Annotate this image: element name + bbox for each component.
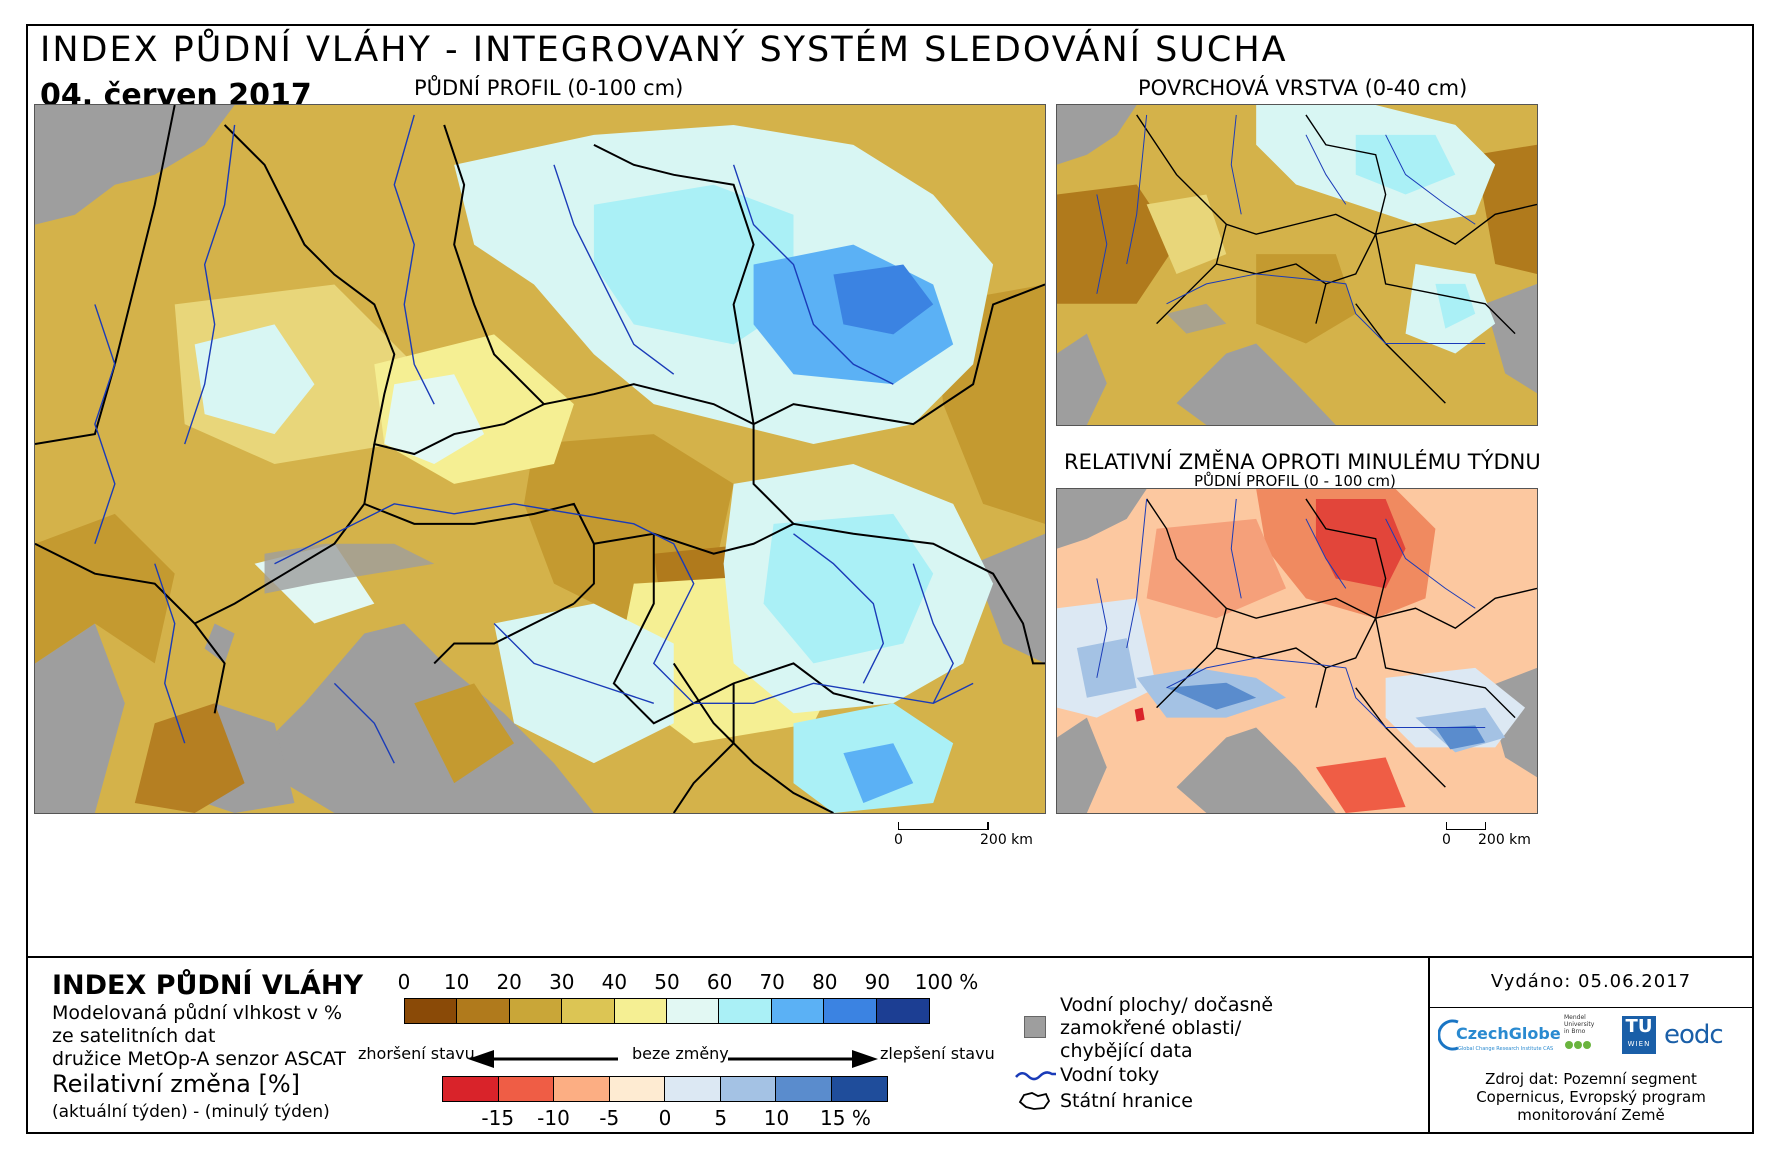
change-ticks-label-1: -10 bbox=[537, 1106, 570, 1130]
surface-map-label: POVRCHOVÁ VRSTVA (0-40 cm) bbox=[1138, 76, 1468, 100]
surface-layer-map bbox=[1056, 104, 1538, 426]
mendel-logo-line-1: Mendel bbox=[1564, 1014, 1586, 1021]
moist-ticks-label-5: 50 bbox=[654, 970, 680, 994]
border-outline-icon bbox=[1018, 1092, 1051, 1110]
figure-frame: INDEX PŮDNÍ VLÁHY - INTEGROVANÝ SYSTÉM S… bbox=[26, 24, 1754, 1134]
legend-change-title: Reilativní změna [%] bbox=[52, 1070, 301, 1098]
change-ticks-label-4: 5 bbox=[714, 1106, 728, 1130]
moist-ticks-label-2: 20 bbox=[496, 970, 522, 994]
water-bodies-line-3: chybějící data bbox=[1060, 1040, 1193, 1062]
change-map-sublabel: PŮDNÍ PROFIL (0 - 100 cm) bbox=[1194, 472, 1396, 490]
change-map-label: RELATIVNÍ ZMĚNA OPROTI MINULÉMU TÝDNU bbox=[1064, 450, 1541, 474]
moist-ticks-label-6: 60 bbox=[706, 970, 733, 994]
mendel-logo-line-2: University bbox=[1564, 1021, 1595, 1028]
moist-ticks-label-1: 10 bbox=[443, 970, 470, 994]
data-source-line-2: Copernicus, Evropský program bbox=[1476, 1088, 1706, 1106]
change-ticks-label-0: -15 bbox=[481, 1106, 515, 1130]
water-bodies-swatch bbox=[1024, 1016, 1046, 1038]
mendel-logo-icon bbox=[1565, 1041, 1591, 1049]
moist-bar-cell-1 bbox=[457, 999, 510, 1023]
arrow-nochange-label: beze změny bbox=[632, 1044, 729, 1063]
data-source-line-3: monitorování Země bbox=[1517, 1106, 1665, 1124]
info-panel: Vydáno: 05.06.2017 CzechGlobe Global Cha… bbox=[1428, 958, 1752, 1134]
tu-wien-logo-top: TU bbox=[1625, 1016, 1653, 1037]
moist-ticks-label-4: 40 bbox=[601, 970, 628, 994]
rivers-label: Vodní toky bbox=[1060, 1064, 1160, 1086]
water-bodies-line-2: zamokřené oblasti/ bbox=[1060, 1017, 1242, 1039]
moist-bar-cell-2 bbox=[509, 999, 563, 1023]
change-bar-cell-6 bbox=[776, 1077, 832, 1101]
tu-wien-logo: TU WIEN bbox=[1622, 1016, 1656, 1054]
change-scalebar-start: 0 bbox=[1442, 832, 1451, 848]
main-title: INDEX PŮDNÍ VLÁHY - INTEGROVANÝ SYSTÉM S… bbox=[40, 30, 1288, 70]
moist-bar-cell-9 bbox=[876, 999, 930, 1023]
moisture-colorbar bbox=[404, 998, 930, 1024]
main-map-label: PŮDNÍ PROFIL (0-100 cm) bbox=[414, 76, 684, 100]
mendel-logo-line-3: in Brno bbox=[1564, 1028, 1586, 1035]
change-ticks-label-3: 0 bbox=[658, 1106, 672, 1130]
moist-ticks-label-7: 70 bbox=[759, 970, 785, 994]
moist-bar-cell-7 bbox=[771, 999, 825, 1023]
main-scalebar-start: 0 bbox=[894, 832, 903, 848]
relative-change-map bbox=[1056, 488, 1538, 814]
moist-bar-cell-8 bbox=[824, 999, 877, 1023]
legend-desc-3: družice MetOp-A senzor ASCAT bbox=[52, 1048, 346, 1070]
main-scalebar-end: 200 km bbox=[980, 832, 1033, 848]
change-scalebar-end: 200 km bbox=[1478, 832, 1531, 848]
change-bar-cell-7 bbox=[831, 1077, 887, 1101]
moist-ticks-label-10: 100 % bbox=[914, 970, 979, 994]
water-bodies-line-1: Vodní plochy/ dočasně bbox=[1060, 994, 1274, 1016]
moist-bar-cell-4 bbox=[614, 999, 668, 1023]
moist-ticks-label-0: 0 bbox=[397, 970, 411, 994]
change-bar-cell-1 bbox=[498, 1077, 554, 1101]
mendel-logo: Mendel University in Brno bbox=[1564, 1014, 1594, 1035]
change-bar-cell-4 bbox=[665, 1077, 721, 1101]
data-source-line-1: Zdroj dat: Pozemní segment bbox=[1485, 1070, 1697, 1088]
change-ticks-label-2: -5 bbox=[599, 1106, 620, 1130]
moist-ticks-label-9: 90 bbox=[864, 970, 891, 994]
moist-ticks-label-3: 30 bbox=[549, 970, 575, 994]
czechglobe-logo-icon bbox=[1438, 1019, 1459, 1051]
logos-row: CzechGlobe Global Change Research Instit… bbox=[1438, 1014, 1748, 1064]
legend-area: INDEX PŮDNÍ VLÁHY Modelovaná půdní vlhko… bbox=[28, 956, 1752, 1134]
moist-ticks-label-8: 80 bbox=[812, 970, 838, 994]
change-colorbar bbox=[442, 1076, 888, 1102]
moist-bar-cell-3 bbox=[562, 999, 615, 1023]
moist-bar-cell-5 bbox=[667, 999, 720, 1023]
moist-bar-cell-0 bbox=[405, 999, 458, 1023]
change-ticks-label-5: 10 bbox=[763, 1106, 790, 1130]
legend-title: INDEX PŮDNÍ VLÁHY bbox=[52, 970, 364, 1001]
change-bar-cell-0 bbox=[443, 1077, 499, 1101]
river-line-icon bbox=[1015, 1071, 1056, 1081]
main-soil-moisture-map bbox=[34, 104, 1046, 814]
czechglobe-logo-sub: Global Change Research Institute CAS bbox=[1458, 1046, 1554, 1052]
data-source: Zdroj dat: Pozemní segment Copernicus, E… bbox=[1430, 1070, 1752, 1124]
arrow-better-label: zlepšení stavu bbox=[880, 1044, 995, 1063]
change-bar-cell-2 bbox=[554, 1077, 610, 1101]
issued-date: Vydáno: 05.06.2017 bbox=[1430, 958, 1752, 1008]
moist-bar-cell-6 bbox=[719, 999, 772, 1023]
legend-desc-2: ze satelitních dat bbox=[52, 1025, 216, 1047]
change-direction-arrow bbox=[468, 1050, 878, 1068]
change-scalebar: 0 200 km bbox=[1442, 822, 1552, 852]
change-bar-cell-3 bbox=[609, 1077, 665, 1101]
change-ticks-label-6: 15 % bbox=[820, 1106, 871, 1130]
legend-desc-1: Modelovaná půdní vlhkost v % bbox=[52, 1002, 343, 1024]
borders-label: Státní hranice bbox=[1060, 1090, 1193, 1112]
eodc-logo: eodc bbox=[1664, 1020, 1724, 1050]
legend-change-subtitle: (aktuální týden) - (minulý týden) bbox=[52, 1102, 330, 1122]
arrow-worse-label: zhoršení stavu bbox=[358, 1044, 475, 1063]
tu-wien-logo-bottom: WIEN bbox=[1627, 1040, 1651, 1048]
main-scalebar: 0 200 km bbox=[894, 822, 1054, 852]
change-bar-cell-5 bbox=[720, 1077, 776, 1101]
czechglobe-logo: CzechGlobe bbox=[1456, 1024, 1561, 1043]
